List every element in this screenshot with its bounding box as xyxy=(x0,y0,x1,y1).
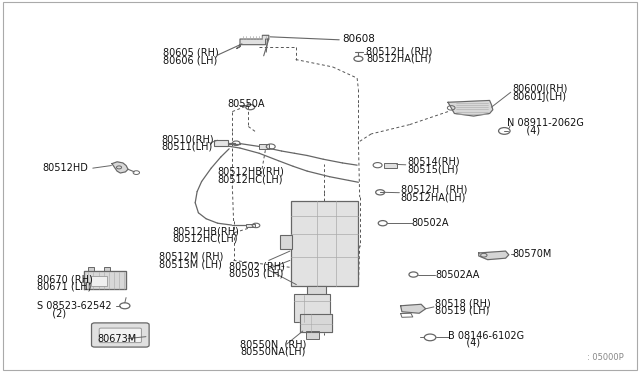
Text: (4): (4) xyxy=(517,125,540,135)
Bar xyxy=(259,144,269,149)
Bar xyxy=(291,201,358,286)
Polygon shape xyxy=(300,314,332,332)
Text: 80512HA(LH): 80512HA(LH) xyxy=(401,192,466,202)
Text: 80512H  (RH): 80512H (RH) xyxy=(366,46,433,56)
Text: 80510(RH): 80510(RH) xyxy=(161,135,214,144)
Bar xyxy=(91,276,107,286)
Text: 80512H  (RH): 80512H (RH) xyxy=(401,185,467,195)
Text: 80512M (RH): 80512M (RH) xyxy=(159,252,223,262)
Text: 80512HB(RH): 80512HB(RH) xyxy=(173,227,239,236)
Text: 80601J(LH): 80601J(LH) xyxy=(512,92,566,102)
Text: 80518 (RH): 80518 (RH) xyxy=(435,298,491,308)
Text: 80512HC(LH): 80512HC(LH) xyxy=(173,234,238,244)
Polygon shape xyxy=(112,162,128,173)
Bar xyxy=(280,235,292,249)
Bar xyxy=(104,267,110,271)
Text: 80512HA(LH): 80512HA(LH) xyxy=(366,54,431,64)
Text: 80502AA: 80502AA xyxy=(435,270,479,279)
Bar xyxy=(88,267,94,271)
Text: 80673M: 80673M xyxy=(97,334,136,343)
Bar xyxy=(384,163,397,168)
Text: 80671 (LH): 80671 (LH) xyxy=(37,282,92,291)
Text: N 08911-2062G: N 08911-2062G xyxy=(507,118,584,128)
FancyBboxPatch shape xyxy=(99,328,141,343)
FancyBboxPatch shape xyxy=(92,323,149,347)
Polygon shape xyxy=(84,271,126,289)
Text: 80502 (RH): 80502 (RH) xyxy=(229,262,285,271)
Text: 80511(LH): 80511(LH) xyxy=(161,142,212,152)
Text: (2): (2) xyxy=(46,308,66,318)
Text: 80605 (RH): 80605 (RH) xyxy=(163,47,219,57)
Polygon shape xyxy=(401,304,426,313)
Text: : 05000P: : 05000P xyxy=(588,353,624,362)
Text: 80515(LH): 80515(LH) xyxy=(407,164,458,174)
Bar xyxy=(246,224,255,227)
Bar xyxy=(294,294,330,322)
Text: B 08146-6102G: B 08146-6102G xyxy=(448,331,524,340)
Text: 80550A: 80550A xyxy=(227,99,265,109)
Polygon shape xyxy=(237,35,269,48)
Bar xyxy=(214,140,228,146)
Polygon shape xyxy=(448,100,493,116)
Text: 80512HC(LH): 80512HC(LH) xyxy=(218,174,283,184)
Text: 80608: 80608 xyxy=(342,34,375,44)
Text: 80502A: 80502A xyxy=(412,218,449,228)
Text: 80513M (LH): 80513M (LH) xyxy=(159,259,221,269)
Text: 80503 (LH): 80503 (LH) xyxy=(229,269,284,279)
Text: 80606 (LH): 80606 (LH) xyxy=(163,55,218,65)
Text: 80600J(RH): 80600J(RH) xyxy=(512,84,568,94)
Bar xyxy=(306,331,319,339)
Polygon shape xyxy=(479,251,509,260)
Text: 80514(RH): 80514(RH) xyxy=(407,157,460,167)
Bar xyxy=(307,286,326,295)
Text: 80512HD: 80512HD xyxy=(42,163,88,173)
Text: S 08523-62542: S 08523-62542 xyxy=(37,301,112,311)
Text: (4): (4) xyxy=(457,338,480,348)
Text: 80570M: 80570M xyxy=(512,249,552,259)
Text: 80519 (LH): 80519 (LH) xyxy=(435,306,490,315)
Text: 80670 (RH): 80670 (RH) xyxy=(37,274,93,284)
Text: 80550NA(LH): 80550NA(LH) xyxy=(240,347,305,356)
Text: 80550N  (RH): 80550N (RH) xyxy=(240,339,307,349)
Text: 80512HB(RH): 80512HB(RH) xyxy=(218,167,284,177)
